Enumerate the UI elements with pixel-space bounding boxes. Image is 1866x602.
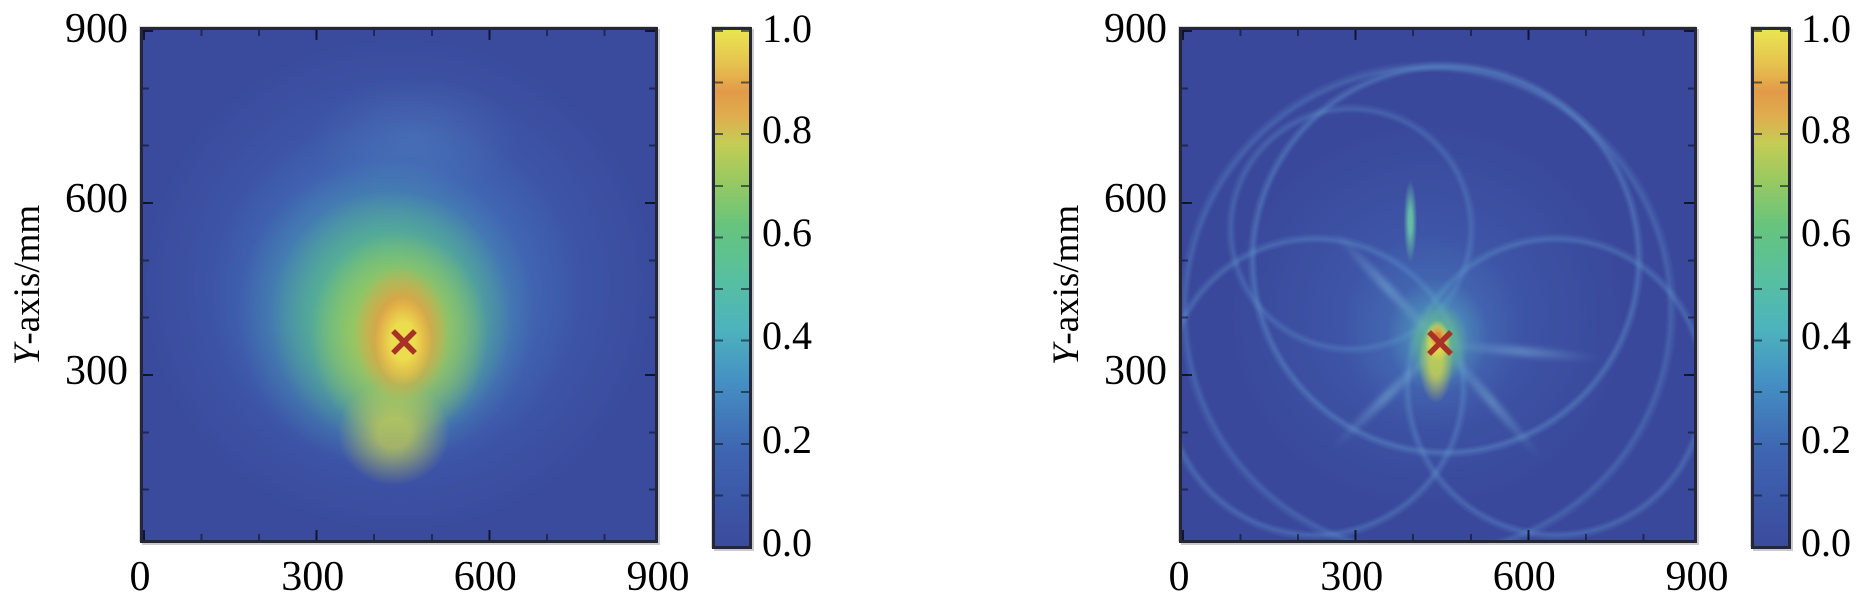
x-tick-900: 900	[1665, 554, 1729, 600]
y-tick-900: 900	[1104, 6, 1167, 52]
cbar-label-1.0: 1.0	[762, 6, 812, 51]
x-axis-tick-labels: 0 300 600 900	[1169, 554, 1779, 602]
cbar-label-1.0: 1.0	[1801, 6, 1851, 51]
source-marker-x-icon	[391, 329, 417, 355]
cbar-label-0.0: 0.0	[762, 520, 812, 565]
heatmap-right	[1179, 27, 1697, 543]
x-axis-tick-labels: 0 300 600 900	[130, 554, 740, 602]
y-tick-600: 600	[65, 176, 128, 222]
heatmap-left	[140, 27, 658, 543]
colorbar-ticks-left	[1754, 30, 1762, 546]
colorbar-ticks-left	[715, 30, 723, 546]
cbar-label-0.8: 0.8	[1801, 107, 1851, 152]
y-axis-tick-labels: 900 600 300	[32, 0, 128, 602]
colorbar-labels-right: 1.0 0.8 0.6 0.4 0.2 0.0	[1801, 0, 1866, 602]
y-tick-900: 900	[65, 6, 128, 52]
x-tick-300: 300	[281, 554, 345, 600]
y-tick-300: 300	[65, 348, 128, 394]
y-tick-600: 600	[1104, 176, 1167, 222]
x-tick-0: 0	[1168, 554, 1190, 600]
cbar-label-0.2: 0.2	[1801, 417, 1851, 462]
ticks-right	[1684, 30, 1694, 540]
ticks-bottom	[1182, 530, 1694, 540]
colorbar-ticks-right	[741, 30, 749, 546]
colorbar-left	[712, 27, 752, 549]
x-tick-0: 0	[129, 554, 151, 600]
colorbar-labels-left: 1.0 0.8 0.6 0.4 0.2 0.0	[762, 0, 852, 602]
cbar-label-0.2: 0.2	[762, 417, 812, 462]
x-tick-300: 300	[1320, 554, 1384, 600]
ticks-left	[1182, 30, 1192, 540]
cbar-label-0.0: 0.0	[1801, 520, 1851, 565]
cbar-label-0.8: 0.8	[762, 107, 812, 152]
colorbar-ticks-right	[1780, 30, 1788, 546]
cbar-label-0.6: 0.6	[1801, 210, 1851, 255]
y-tick-300: 300	[1104, 348, 1167, 394]
x-tick-600: 600	[1492, 554, 1556, 600]
x-tick-600: 600	[453, 554, 517, 600]
ray-lower-right	[1437, 340, 1546, 463]
colorbar-right	[1751, 27, 1791, 549]
cbar-label-0.4: 0.4	[762, 313, 812, 358]
cbar-label-0.4: 0.4	[1801, 313, 1851, 358]
ray-right	[1440, 339, 1604, 364]
cbar-label-0.6: 0.6	[762, 210, 812, 255]
ticks-top	[1182, 30, 1694, 40]
y-axis-tick-labels: 900 600 300	[1071, 0, 1167, 602]
source-marker-x-icon	[1427, 330, 1453, 356]
x-tick-900: 900	[626, 554, 690, 600]
